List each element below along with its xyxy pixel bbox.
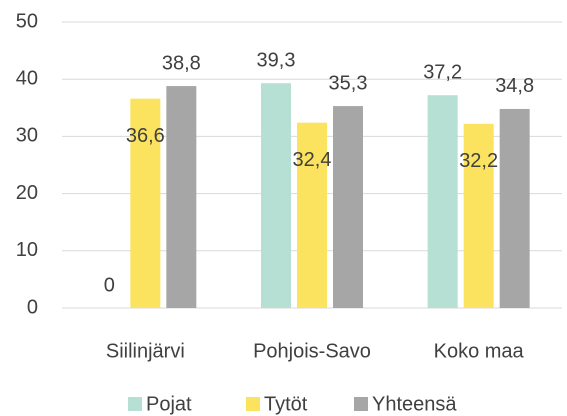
- x-tick-label: Pohjois-Savo: [253, 340, 371, 362]
- data-label: 39,3: [257, 49, 296, 71]
- data-label: 0: [104, 274, 115, 296]
- data-label: 32,2: [459, 150, 498, 172]
- data-label: 35,3: [329, 72, 368, 94]
- bar: [297, 122, 327, 308]
- data-label: 37,2: [423, 61, 462, 83]
- y-tick-label: 30: [16, 125, 38, 147]
- legend-label: Tytöt: [264, 393, 308, 415]
- legend-label: Yhteensä: [372, 393, 457, 415]
- bar: [130, 98, 161, 308]
- data-label: 38,8: [162, 52, 201, 74]
- legend-swatch: [246, 397, 260, 411]
- bar: [427, 95, 458, 308]
- x-tick-label: Koko maa: [434, 340, 525, 362]
- data-label: 32,4: [293, 149, 332, 171]
- bar: [499, 108, 530, 308]
- y-tick-label: 40: [16, 67, 38, 89]
- y-tick-label: 10: [16, 239, 38, 261]
- legend-swatch: [354, 397, 368, 411]
- bar: [333, 106, 363, 308]
- bar: [166, 86, 197, 309]
- bar: [261, 83, 291, 308]
- bar: [463, 123, 494, 308]
- data-label: 34,8: [495, 75, 534, 97]
- x-tick-label: Siilinjärvi: [106, 340, 185, 362]
- y-tick-label: 50: [16, 10, 38, 32]
- y-tick-label: 20: [16, 182, 38, 204]
- y-tick-label: 0: [27, 296, 38, 318]
- data-label: 36,6: [126, 125, 165, 147]
- legend-swatch: [128, 397, 142, 411]
- legend-label: Pojat: [146, 393, 192, 415]
